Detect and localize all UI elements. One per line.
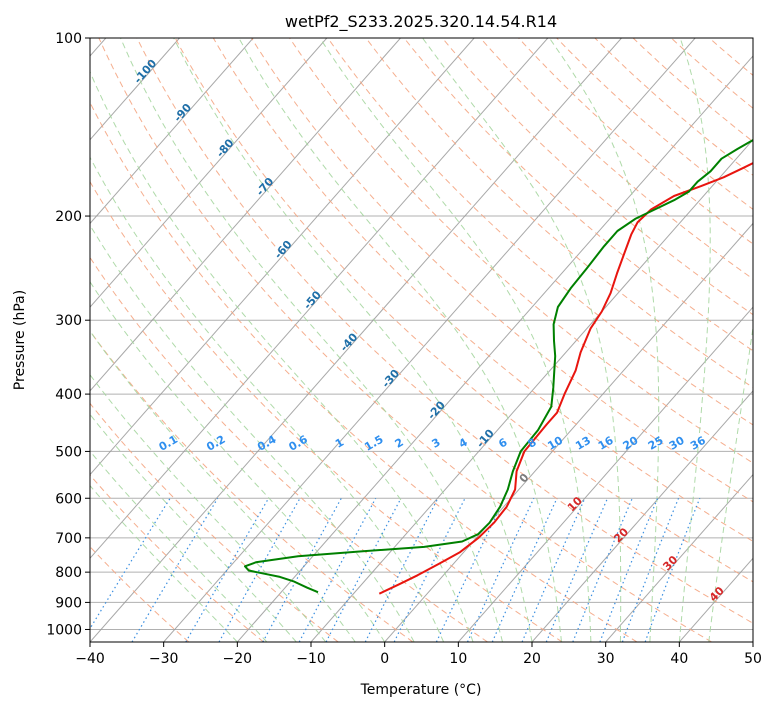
y-tick-label: 500: [55, 444, 82, 460]
moist-adiabat: [90, 156, 445, 642]
moist-adiabat: [90, 484, 238, 642]
isotherm: [90, 38, 622, 642]
mixing-ratio-line: [131, 497, 219, 642]
moist-adiabat: [422, 38, 622, 642]
isotherm: [605, 473, 753, 642]
dry-adiabat: [327, 38, 753, 426]
background-lines: [90, 38, 753, 642]
x-tick-label: 10: [449, 651, 467, 667]
moist-adiabat: [90, 280, 386, 642]
chart-title: wetPf2_S233.2025.320.14.54.R14: [285, 12, 557, 32]
dry-adiabat: [251, 38, 753, 503]
dry-adiabat: [594, 38, 753, 176]
moist-adiabat: [90, 330, 356, 642]
mixing-ratio-line: [298, 498, 377, 642]
mixing-ratio-line: [491, 498, 558, 642]
dry-adiabat: [98, 38, 712, 642]
x-tick-label: 50: [744, 651, 762, 667]
x-tick-label: −10: [296, 651, 326, 667]
plot-background: [90, 38, 753, 642]
isotherm: [752, 641, 753, 642]
mixing-ratio-line: [521, 498, 586, 642]
x-tick-label: 20: [523, 651, 541, 667]
dry-adiabat: [632, 38, 753, 143]
moist-adiabat: [708, 324, 753, 642]
y-tick-label: 800: [55, 565, 82, 581]
mixing-ratio-line: [90, 497, 171, 630]
mixing-ratio-line: [621, 498, 680, 642]
dry-adiabat: [90, 101, 638, 642]
x-tick-label: 0: [380, 651, 389, 667]
x-tick-label: −40: [75, 651, 105, 667]
y-tick-label: 900: [55, 595, 82, 611]
moist-adiabat: [90, 70, 474, 642]
moist-adiabat: [319, 38, 592, 642]
moist-adiabat: [90, 374, 327, 642]
dry-adiabat: [174, 38, 753, 583]
y-tick-label: 600: [55, 491, 82, 507]
moist-adiabat: [90, 413, 297, 642]
temperature-line: [378, 162, 753, 595]
mixing-ratio-line: [599, 498, 659, 642]
y-axis: 100 200 300 400 500 600 700 800 900 1000: [46, 31, 90, 638]
mixing-ratio-line: [262, 498, 342, 642]
mixing-ratio-line: [644, 498, 701, 642]
profile-lines: [244, 138, 753, 595]
dry-adiabat: [212, 38, 753, 542]
x-axis: −40 −30 −20 −10 0 10 20 30 40 50: [75, 642, 762, 667]
moist-adiabat: [120, 38, 503, 642]
dry-adiabat: [90, 330, 414, 642]
y-axis-label: Pressure (hPa): [12, 290, 28, 390]
moist-adiabat: [90, 224, 415, 642]
mixing-ratio-line: [572, 498, 633, 642]
mixing-ratio-line: [218, 497, 301, 642]
moist-adiabat: [238, 38, 562, 642]
isotherm: [236, 55, 753, 642]
x-axis-label: Temperature (°C): [360, 682, 482, 698]
dry-adiabat: [441, 38, 753, 316]
y-tick-label: 400: [55, 387, 82, 403]
dry-adiabat: [90, 474, 264, 642]
mixing-ratio-line: [545, 498, 609, 642]
x-tick-label: −20: [223, 651, 253, 667]
y-tick-label: 200: [55, 209, 82, 225]
dry-adiabat: [289, 38, 753, 464]
moist-adiabat: [548, 38, 660, 642]
x-tick-label: 30: [597, 651, 615, 667]
isotherm: [90, 38, 475, 476]
dry-adiabat: [403, 38, 753, 352]
dry-adiabat: [556, 38, 753, 210]
dry-adiabat: [90, 180, 563, 642]
y-tick-label: 100: [55, 31, 82, 47]
y-tick-label: 1000: [46, 622, 82, 638]
isotherm: [90, 38, 401, 392]
dry-adiabat: [136, 38, 753, 624]
isotherm: [90, 38, 549, 560]
moist-adiabat: [173, 38, 533, 642]
moist-adiabat: [90, 450, 268, 642]
isotherm: [90, 38, 328, 308]
y-tick-label: 700: [55, 531, 82, 547]
mixing-ratio-line: [466, 498, 535, 642]
mixing-ratio-line: [185, 497, 270, 642]
plot-frame: [89, 37, 754, 643]
dry-adiabat: [90, 256, 488, 642]
moist-adiabat: [678, 38, 711, 642]
y-tick-label: 300: [55, 313, 82, 329]
isotherm: [90, 38, 180, 141]
x-tick-label: −30: [149, 651, 179, 667]
x-tick-label: 40: [670, 651, 688, 667]
isotherm: [163, 38, 696, 642]
isotherm: [90, 38, 254, 225]
dewpoint-line: [244, 138, 753, 594]
